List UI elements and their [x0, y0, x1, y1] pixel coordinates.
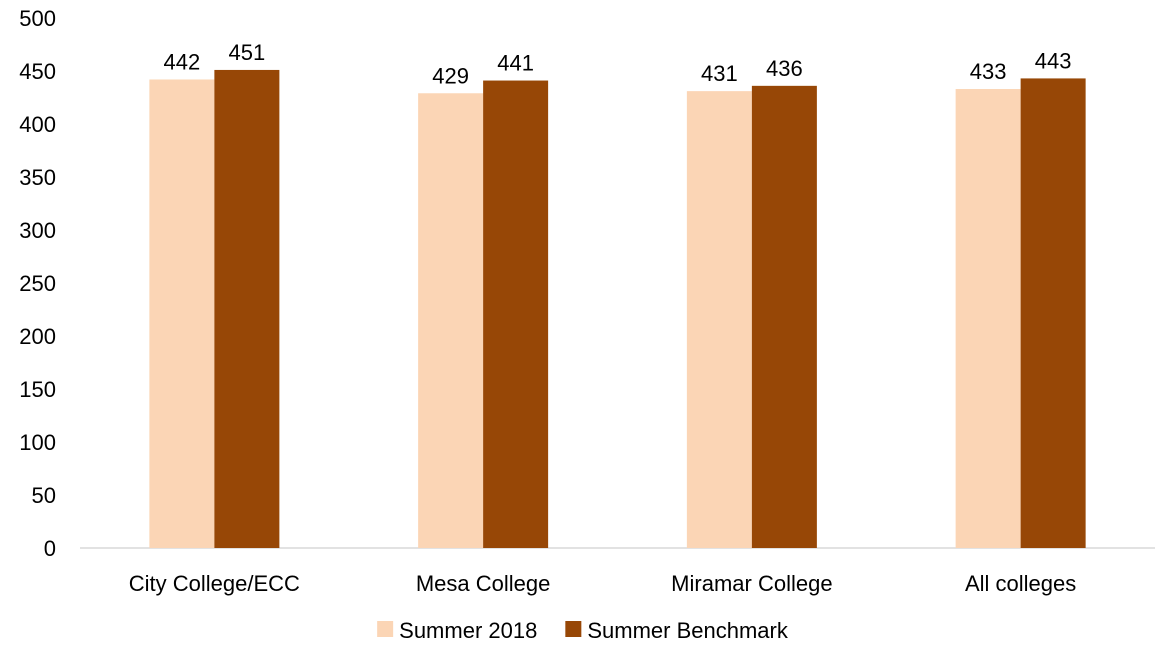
bar-summer-benchmark: [214, 69, 280, 548]
y-tick-label: 200: [19, 324, 56, 349]
bar-summer-benchmark: [483, 80, 549, 548]
y-tick-label: 100: [19, 430, 56, 455]
y-tick-label: 0: [44, 536, 56, 561]
y-tick-label: 350: [19, 165, 56, 190]
y-tick-label: 250: [19, 271, 56, 296]
y-tick-label: 50: [32, 483, 56, 508]
data-label: 441: [497, 51, 534, 76]
data-labels: 442 451 429 441 431 436 433 443: [164, 40, 1072, 88]
bar-summer-benchmark: [1020, 78, 1086, 549]
y-tick-label: 150: [19, 377, 56, 402]
legend-swatch: [377, 621, 394, 637]
y-tick-label: 450: [19, 59, 56, 84]
x-axis-category-labels: City College/ECC Mesa College Miramar Coll…: [129, 571, 1076, 596]
data-label: 443: [1035, 48, 1072, 73]
y-axis-tick-labels: 0 50 100 150 200 250 300 350 400 450 500: [19, 6, 56, 561]
legend-swatch: [565, 621, 582, 637]
data-label: 442: [164, 49, 201, 74]
legend-label: Summer 2018: [399, 618, 537, 643]
data-label: 451: [229, 40, 266, 65]
legend-label: Summer Benchmark: [587, 618, 789, 643]
bar-group: [149, 69, 1086, 549]
x-category-label: Mesa College: [416, 571, 551, 596]
data-label: 433: [970, 59, 1007, 84]
bar-summer-2018: [418, 93, 484, 548]
bar-summer-2018: [955, 89, 1021, 549]
y-tick-label: 500: [19, 6, 56, 31]
bar-summer-benchmark: [751, 85, 817, 548]
data-label: 429: [432, 63, 469, 88]
x-category-label: City College/ECC: [129, 571, 300, 596]
y-tick-label: 400: [19, 112, 56, 137]
data-label: 431: [701, 61, 738, 86]
legend: Summer 2018 Summer Benchmark: [377, 618, 789, 643]
data-label: 436: [766, 56, 803, 81]
bar-summer-2018: [686, 91, 752, 548]
x-category-label: All colleges: [965, 571, 1076, 596]
bar-summer-2018: [149, 79, 215, 548]
y-tick-label: 300: [19, 218, 56, 243]
x-category-label: Miramar College: [671, 571, 832, 596]
